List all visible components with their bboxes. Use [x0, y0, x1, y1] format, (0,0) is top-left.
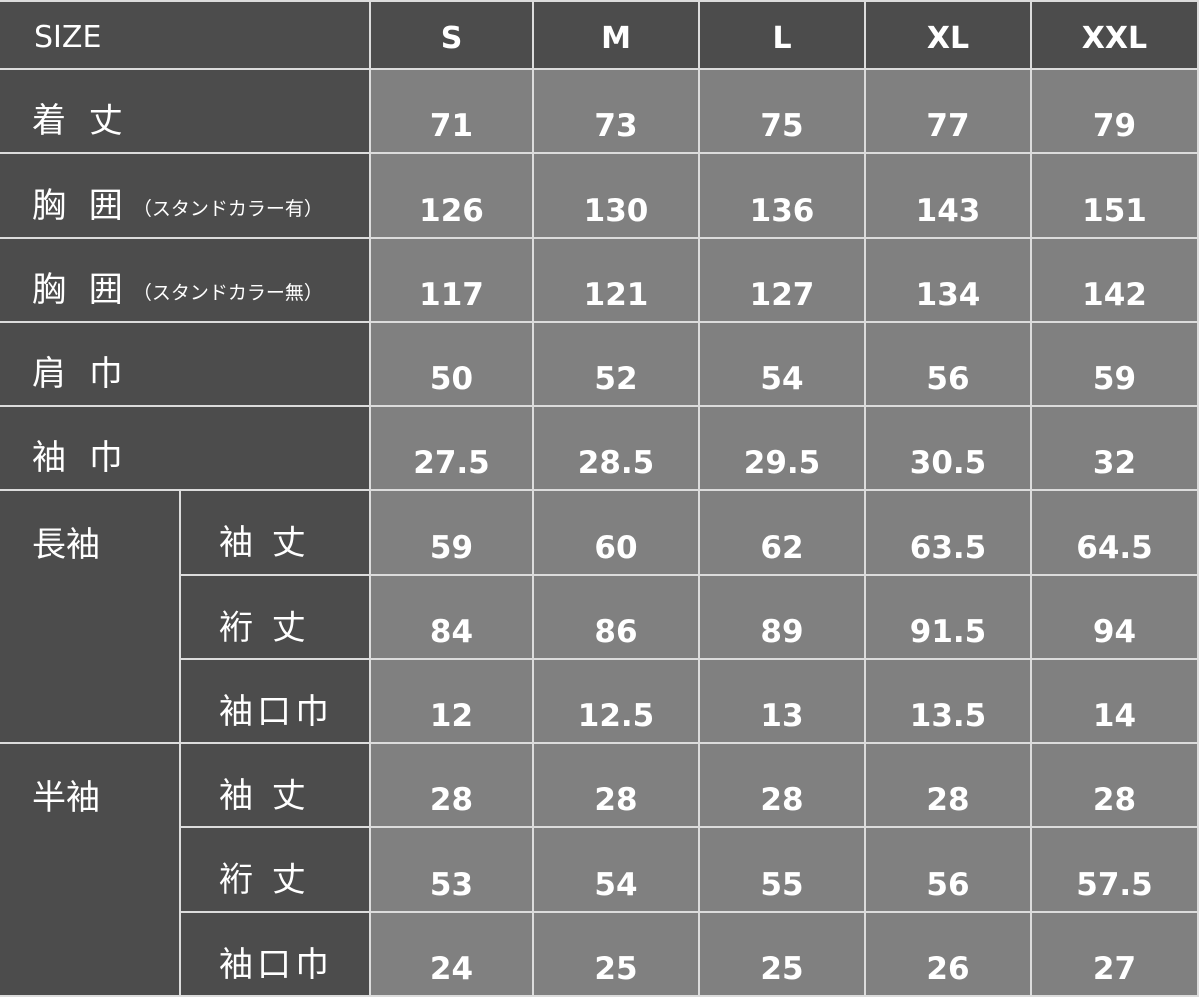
value-cell: 89	[700, 575, 864, 658]
value-cell: 25	[700, 912, 864, 995]
value-cell: 62	[700, 491, 864, 574]
size-column-header: L	[700, 2, 864, 68]
value-cell: 136	[700, 154, 864, 237]
value-cell: 59	[1032, 322, 1197, 406]
row-label: 肩 巾	[0, 322, 369, 406]
value-cell: 28	[1032, 744, 1197, 827]
value-cell: 60	[534, 491, 698, 574]
value-cell: 94	[1032, 575, 1197, 658]
value-cell: 75	[700, 70, 864, 153]
value-cell: 52	[534, 322, 698, 406]
row-label: 着 丈	[0, 70, 369, 153]
value-cell: 12.5	[534, 659, 698, 743]
value-cell: 30.5	[866, 407, 1030, 490]
value-cell: 84	[371, 575, 532, 658]
value-cell: 32	[1032, 407, 1197, 490]
value-cell: 57.5	[1032, 828, 1197, 911]
size-header-label: SIZE	[0, 2, 369, 68]
row-label: 胸 囲（スタンドカラー無）	[0, 238, 369, 321]
value-cell: 77	[866, 70, 1030, 153]
row-label: 袖 巾	[0, 407, 369, 490]
value-cell: 28	[534, 744, 698, 827]
value-cell: 151	[1032, 154, 1197, 237]
measurement-note: （スタンドカラー有）	[132, 197, 323, 220]
value-cell: 13	[700, 659, 864, 743]
sleeve-group-label: 長袖	[0, 491, 179, 743]
sub-row-label: 裄 丈	[181, 828, 369, 911]
value-cell: 28	[866, 744, 1030, 827]
value-cell: 55	[700, 828, 864, 911]
value-cell: 56	[866, 828, 1030, 911]
value-cell: 28	[371, 744, 532, 827]
value-cell: 143	[866, 154, 1030, 237]
value-cell: 142	[1032, 238, 1197, 321]
value-cell: 91.5	[866, 575, 1030, 658]
size-column-header: S	[371, 2, 532, 68]
sub-row-label: 袖 丈	[181, 744, 369, 827]
value-cell: 29.5	[700, 407, 864, 490]
measurement-name: 袖 巾	[32, 438, 129, 479]
value-cell: 27.5	[371, 407, 532, 490]
value-cell: 121	[534, 238, 698, 321]
measurement-name: 肩 巾	[32, 354, 129, 395]
value-cell: 64.5	[1032, 491, 1197, 574]
value-cell: 126	[371, 154, 532, 237]
value-cell: 86	[534, 575, 698, 658]
sub-row-label: 袖 丈	[181, 491, 369, 574]
row-label: 胸 囲（スタンドカラー有）	[0, 154, 369, 237]
size-column-header: XXL	[1032, 2, 1197, 68]
value-cell: 25	[534, 912, 698, 995]
value-cell: 14	[1032, 659, 1197, 743]
value-cell: 117	[371, 238, 532, 321]
value-cell: 127	[700, 238, 864, 321]
value-cell: 27	[1032, 912, 1197, 995]
value-cell: 26	[866, 912, 1030, 995]
value-cell: 130	[534, 154, 698, 237]
value-cell: 134	[866, 238, 1030, 321]
value-cell: 53	[371, 828, 532, 911]
value-cell: 54	[700, 322, 864, 406]
sub-row-label: 袖口巾	[181, 659, 369, 743]
value-cell: 73	[534, 70, 698, 153]
value-cell: 71	[371, 70, 532, 153]
measurement-name: 胸 囲	[32, 185, 129, 226]
value-cell: 56	[866, 322, 1030, 406]
value-cell: 54	[534, 828, 698, 911]
value-cell: 28.5	[534, 407, 698, 490]
value-cell: 63.5	[866, 491, 1030, 574]
sleeve-group-label: 半袖	[0, 744, 179, 995]
value-cell: 24	[371, 912, 532, 995]
value-cell: 13.5	[866, 659, 1030, 743]
value-cell: 79	[1032, 70, 1197, 153]
size-column-header: XL	[866, 2, 1030, 68]
value-cell: 12	[371, 659, 532, 743]
sub-row-label: 袖口巾	[181, 912, 369, 995]
value-cell: 50	[371, 322, 532, 406]
measurement-name: 着 丈	[32, 101, 129, 142]
sub-row-label: 裄 丈	[181, 575, 369, 658]
value-cell: 59	[371, 491, 532, 574]
size-column-header: M	[534, 2, 698, 68]
measurement-note: （スタンドカラー無）	[132, 281, 323, 304]
measurement-name: 胸 囲	[32, 269, 129, 310]
value-cell: 28	[700, 744, 864, 827]
